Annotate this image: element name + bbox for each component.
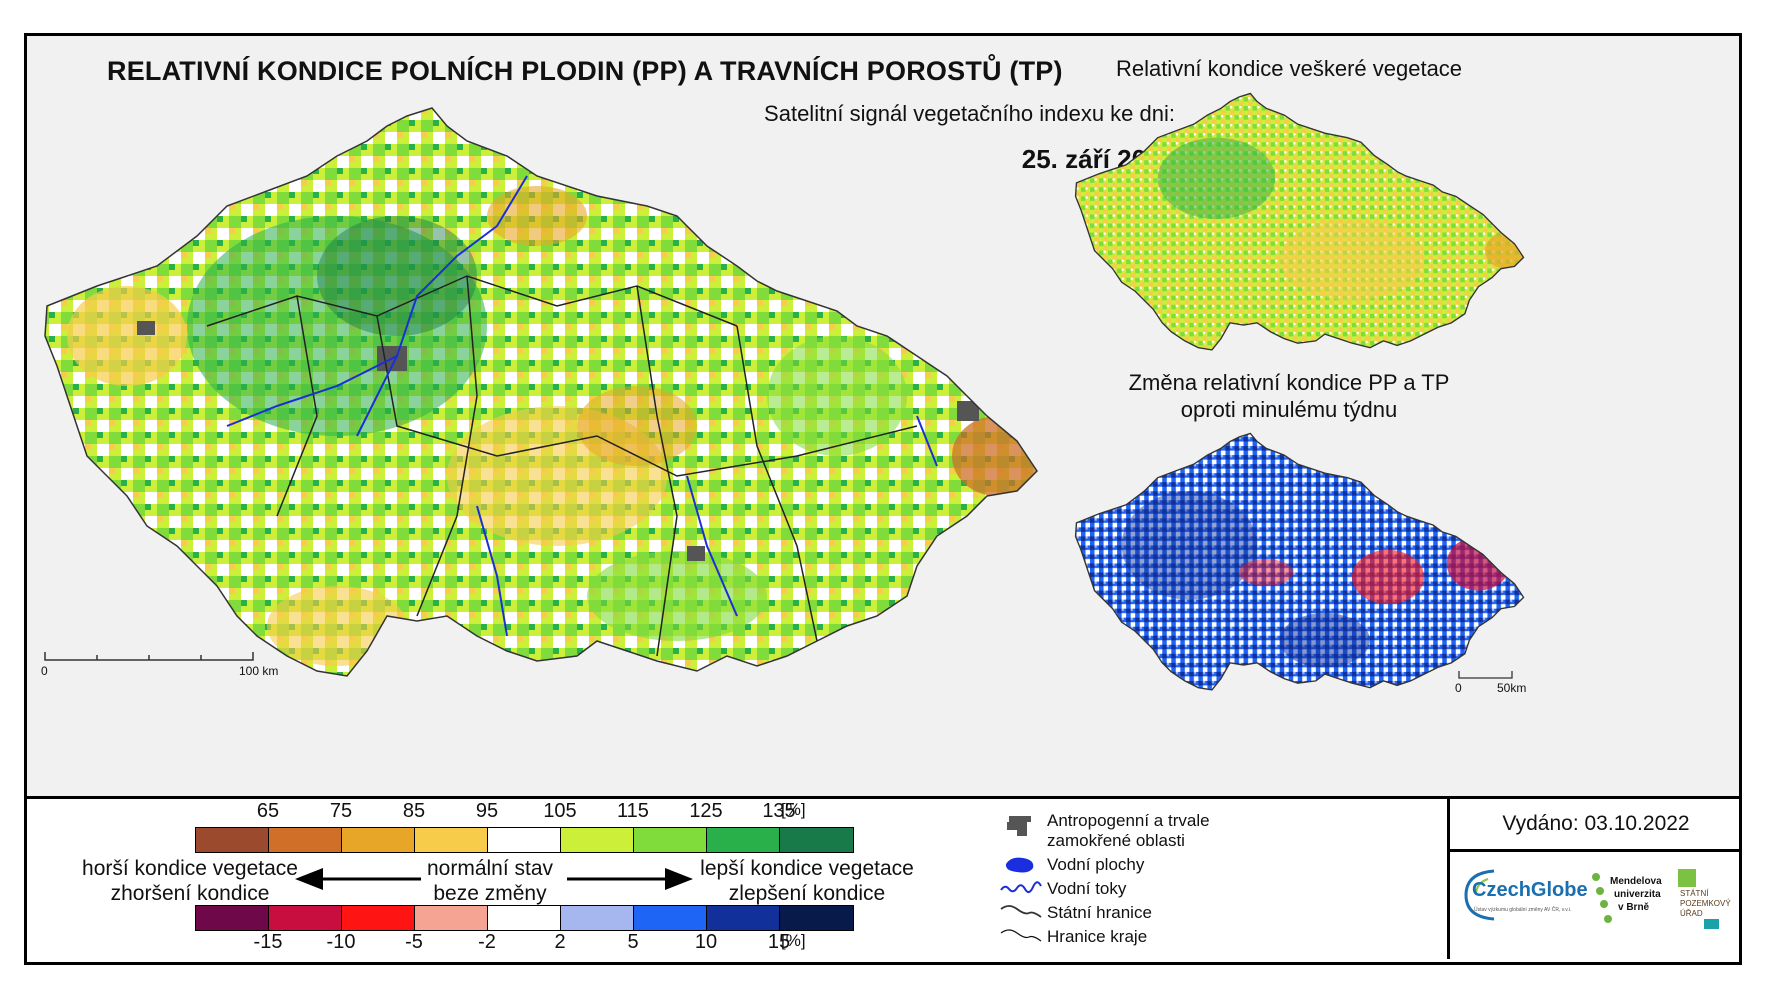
map-subtitle: Satelitní signál vegetačního indexu ke d…: [764, 101, 1175, 126]
spu-line2: POZEMKOVÝ: [1680, 899, 1731, 908]
inset-vegetation-map: [1074, 92, 1525, 351]
legend-normal-line1: normální stav: [426, 857, 554, 880]
main-scale-start: 0: [41, 664, 48, 678]
condition-tick-label: 65: [256, 800, 280, 822]
legend-river-label: Vodní toky: [1047, 879, 1127, 898]
issued-box: Vydáno: 03.10.2022 CzechGlobe Ústav výzk…: [1447, 799, 1742, 959]
change-swatch: [269, 906, 342, 930]
change-swatch: [561, 906, 634, 930]
change-swatch: [488, 906, 561, 930]
czechglobe-logo-text: CzechGlobe: [1472, 879, 1588, 901]
legend-water-label: Vodní plochy: [1047, 855, 1145, 874]
change-swatch: [634, 906, 707, 930]
change-swatch: [780, 906, 853, 930]
condition-swatch: [196, 828, 269, 852]
condition-tick-label: [%]: [781, 800, 806, 819]
spu-line1: STÁTNÍ: [1680, 889, 1709, 898]
change-tick-label: 5: [627, 931, 639, 953]
change-tick-label: -15: [253, 931, 283, 953]
inset-scale-end: 50km: [1497, 681, 1527, 695]
legend-normal: normální stav beze změny: [405, 856, 575, 906]
condition-swatch: [561, 828, 634, 852]
condition-color-bar: [195, 827, 854, 853]
mendelu-logo-text: Mendelova univerzita v Brně: [1610, 875, 1662, 914]
mendelu-logo-icon: [1592, 873, 1612, 923]
condition-swatch: [707, 828, 780, 852]
urban-area-icon: [1007, 816, 1031, 836]
legend-worse-line1: horší kondice vegetace: [82, 857, 298, 880]
legend-better-line2: zlepšení kondice: [728, 882, 886, 905]
mendelu-line3: v Brně: [1618, 902, 1650, 913]
spu-line3: ÚŘAD: [1680, 909, 1703, 918]
figure-frame: 0 100 km RELATIVNÍ KONDICE POLNÍCH PLODI…: [24, 33, 1742, 965]
condition-swatch: [634, 828, 707, 852]
change-tick-label: 10: [694, 931, 718, 953]
map-title: RELATIVNÍ KONDICE POLNÍCH PLODIN (PP) A …: [107, 56, 1063, 86]
condition-swatch: [269, 828, 342, 852]
change-swatch: [707, 906, 780, 930]
condition-tick-label: 75: [329, 800, 353, 822]
change-tick-label: 15: [767, 931, 791, 953]
change-swatch: [196, 906, 269, 930]
condition-swatch: [780, 828, 853, 852]
river-icon: [1000, 881, 1042, 893]
spu-logo-text: STÁTNÍ POZEMKOVÝ ÚŘAD: [1680, 889, 1731, 919]
mendelu-line2: univerzita: [1614, 889, 1661, 900]
czechglobe-logo-subtext: Ústav výzkumu globální změny AV ČR, v.v.…: [1474, 907, 1572, 913]
change-color-bar: [195, 905, 854, 931]
legend-state-border-label: Státní hranice: [1047, 903, 1152, 922]
condition-tick-label: 115: [617, 800, 649, 822]
condition-swatch: [488, 828, 561, 852]
map-panel: 0 100 km RELATIVNÍ KONDICE POLNÍCH PLODI…: [27, 36, 1739, 799]
change-tick-label: -5: [405, 931, 423, 953]
change-tick-label: [%]: [781, 931, 806, 950]
state-border-icon: [1000, 905, 1042, 918]
main-scale-end: 100 km: [239, 664, 279, 678]
czechglobe-logo-icon: [1464, 869, 1495, 921]
legend-normal-line2: beze změny: [433, 882, 547, 905]
legend-better: lepší kondice vegetace zlepšení kondice: [682, 856, 932, 906]
arrow-left-icon: [295, 868, 421, 890]
legend-worse: horší kondice vegetace zhoršení kondice: [45, 856, 335, 906]
legend-worse-line2: zhoršení kondice: [110, 882, 270, 905]
change-swatch: [342, 906, 415, 930]
legend-region-border-label: Hranice kraje: [1047, 927, 1148, 946]
legend-urban-label: Antropogenní a trvale zamokřené oblasti: [1047, 811, 1210, 850]
issued-date: Vydáno: 03.10.2022: [1450, 799, 1742, 852]
condition-tick-label: 125: [689, 800, 723, 822]
condition-tick-label: 135: [762, 800, 796, 822]
water-body-icon: [1005, 857, 1034, 873]
arrow-right-icon: [567, 868, 693, 890]
condition-swatch: [342, 828, 415, 852]
inset-bottom-title-line2: oproti minulému týdnu: [1180, 397, 1398, 422]
change-tick-label: -2: [478, 931, 496, 953]
legend-area: 65 75 85 95 105 115 125 135 [%] horší kondice ve…: [27, 799, 1742, 962]
main-map: [44, 107, 1038, 677]
spu-logo-icon: [1678, 869, 1696, 887]
spu-square-icon: [1704, 919, 1719, 929]
change-tick-label: 2: [554, 931, 566, 953]
condition-tick-label: 105: [543, 800, 577, 822]
main-scale-bar: [44, 652, 254, 661]
inset-scale-start: 0: [1455, 681, 1462, 695]
inset-top-title: Relativní kondice veškeré vegetace: [1115, 56, 1463, 81]
legend-better-line1: lepší kondice vegetace: [700, 857, 914, 880]
region-border-icon: [1000, 929, 1042, 942]
mendelu-line1: Mendelova: [1610, 876, 1662, 887]
inset-change-map: [1074, 432, 1525, 691]
condition-swatch: [415, 828, 488, 852]
inset-scale-bar: [1458, 671, 1513, 679]
change-swatch: [415, 906, 488, 930]
inset-bottom-title-line1: Změna relativní kondice PP a TP: [1128, 370, 1450, 395]
condition-tick-label: 85: [402, 800, 426, 822]
condition-tick-label: 95: [475, 800, 499, 822]
change-tick-label: -10: [326, 931, 356, 953]
